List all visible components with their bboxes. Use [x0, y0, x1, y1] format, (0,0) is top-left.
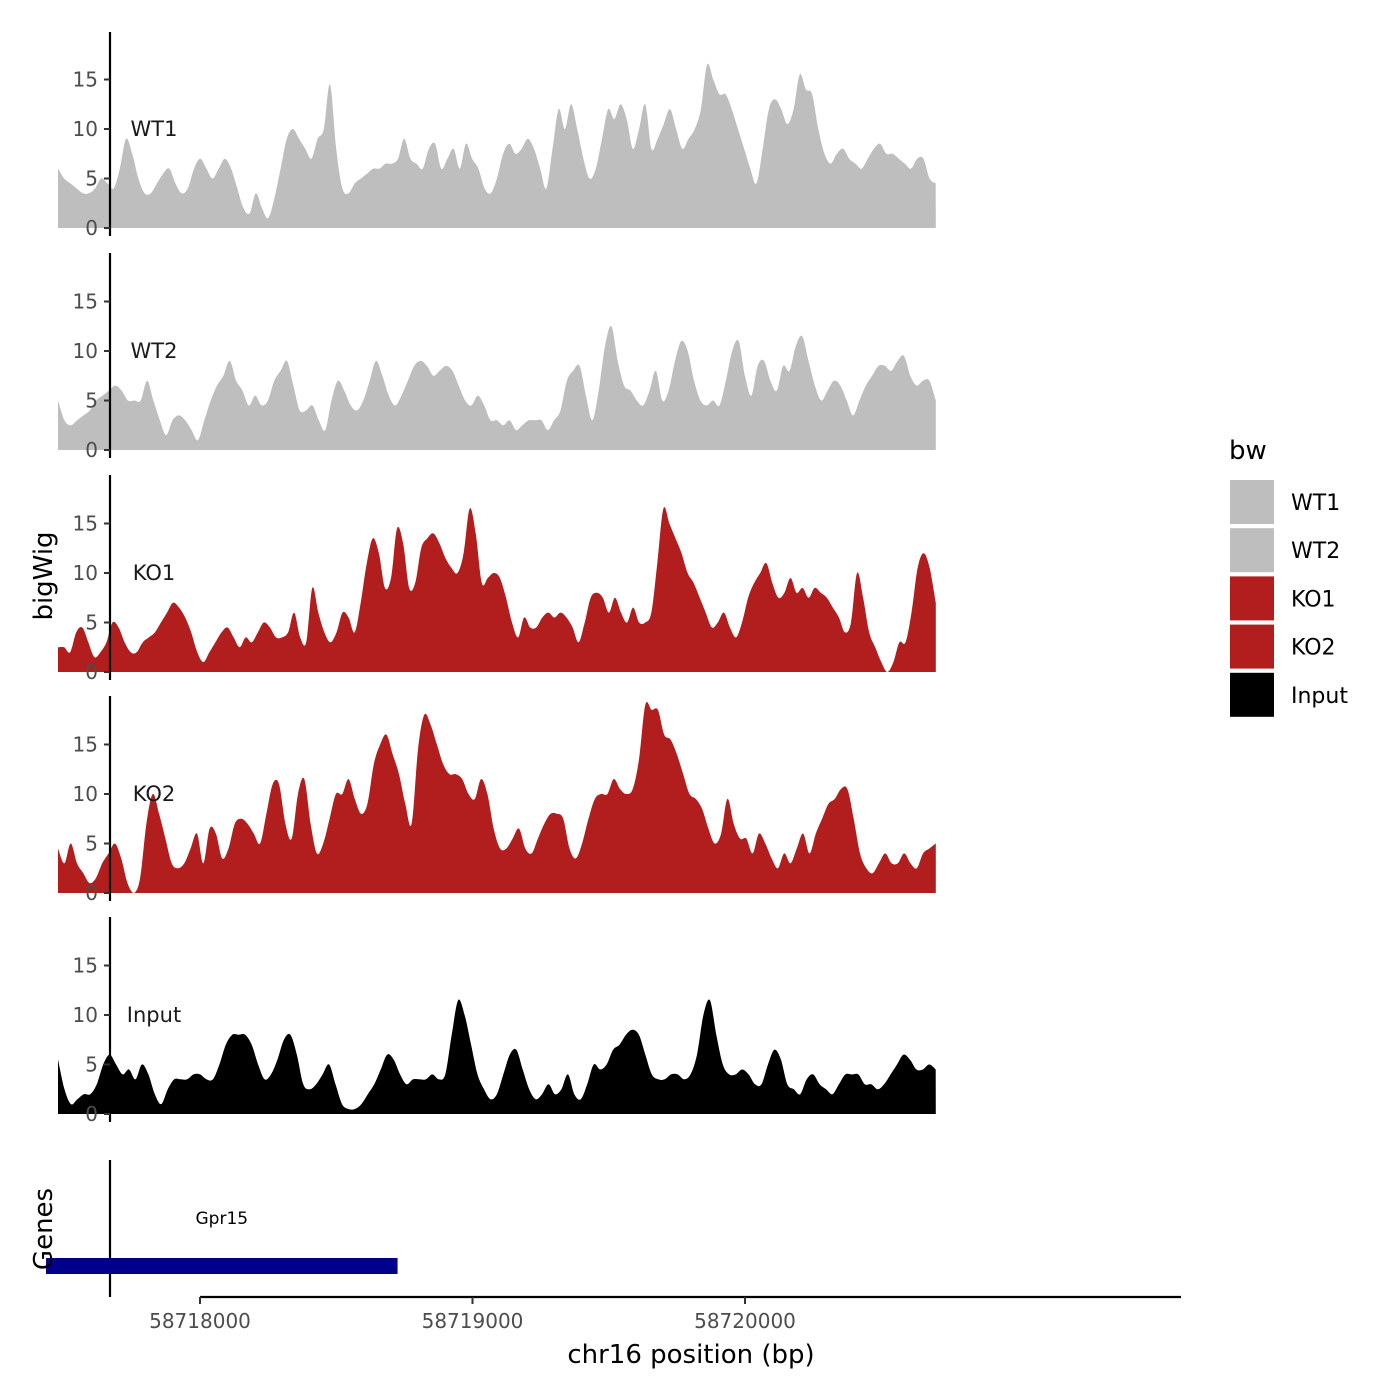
x-tick-label: 58720000	[694, 1309, 796, 1333]
x-tick-label: 58719000	[422, 1309, 524, 1333]
signal-area-ko1	[58, 507, 936, 672]
track-ko1: 0 5 10 15 KO1	[58, 475, 936, 684]
track-wt2: 0 5 10 15 WT2	[58, 253, 936, 462]
y-tick-label: 0	[85, 438, 98, 462]
y-tick-label: 15	[73, 290, 98, 314]
x-tick-label: 58718000	[149, 1309, 251, 1333]
gene-label-gpr15: Gpr15	[196, 1209, 249, 1229]
y-tick-label: 15	[73, 68, 98, 92]
tracks-group: 0 5 10 15 WT1 0 5 10 15 WT2 0 5 10 15 KO1 0 5 10 15 KO2 0 5 10…	[58, 32, 936, 1126]
genes-panel-title: Genes	[29, 1188, 59, 1270]
track-ko2: 0 5 10 15 KO2	[58, 696, 936, 905]
legend-label-ko2: KO2	[1291, 636, 1336, 661]
y-tick-label: 5	[85, 611, 98, 635]
legend-swatch-ko2	[1230, 624, 1274, 669]
track-label-input: Input	[127, 1003, 181, 1027]
y-tick-label: 5	[85, 389, 98, 413]
legend-swatch-input	[1230, 672, 1274, 717]
y-tick-label: 10	[73, 782, 98, 806]
signal-area-wt2	[58, 325, 936, 450]
x-axis: 58718000 58719000 58720000	[149, 1295, 1181, 1333]
legend-label-wt2: WT2	[1291, 539, 1340, 564]
signal-area-input	[58, 999, 936, 1114]
legend-swatch-ko1	[1230, 576, 1274, 621]
y-tick-label: 5	[85, 167, 98, 191]
y-tick-label: 5	[85, 832, 98, 856]
track-label-ko2: KO2	[133, 782, 176, 806]
track-wt1: 0 5 10 15 WT1	[58, 32, 936, 240]
legend-label-input: Input	[1291, 684, 1348, 709]
track-label-wt1: WT1	[131, 117, 178, 141]
y-tick-label: 5	[85, 1053, 98, 1077]
y-tick-label: 15	[73, 954, 98, 978]
signal-area-wt1	[58, 63, 936, 228]
y-axis-title: bigWig	[29, 531, 59, 620]
y-tick-label: 10	[73, 561, 98, 585]
track-input: 0 5 10 15 Input	[58, 917, 936, 1126]
signal-area-ko2	[58, 702, 936, 893]
y-tick-label: 0	[85, 216, 98, 240]
y-tick-label: 10	[73, 117, 98, 141]
gene-body-gpr15	[46, 1258, 398, 1274]
legend: bw WT1 WT2 KO1 KO2 Input	[1229, 436, 1348, 717]
y-tick-label: 0	[85, 660, 98, 684]
y-tick-label: 0	[85, 881, 98, 905]
y-tick-label: 10	[73, 1003, 98, 1027]
legend-swatch-wt2	[1230, 528, 1274, 573]
y-tick-label: 10	[73, 339, 98, 363]
y-tick-label: 0	[85, 1102, 98, 1126]
legend-title: bw	[1229, 436, 1267, 466]
y-tick-label: 15	[73, 733, 98, 757]
y-tick-label: 15	[73, 512, 98, 536]
legend-swatch-wt1	[1230, 480, 1274, 524]
x-axis-title: chr16 position (bp)	[567, 1340, 814, 1370]
track-label-wt2: WT2	[131, 339, 178, 363]
legend-label-ko1: KO1	[1291, 587, 1336, 612]
track-label-ko1: KO1	[133, 561, 176, 585]
legend-label-wt1: WT1	[1291, 491, 1340, 516]
gene-panel: Gpr15	[46, 1160, 398, 1297]
